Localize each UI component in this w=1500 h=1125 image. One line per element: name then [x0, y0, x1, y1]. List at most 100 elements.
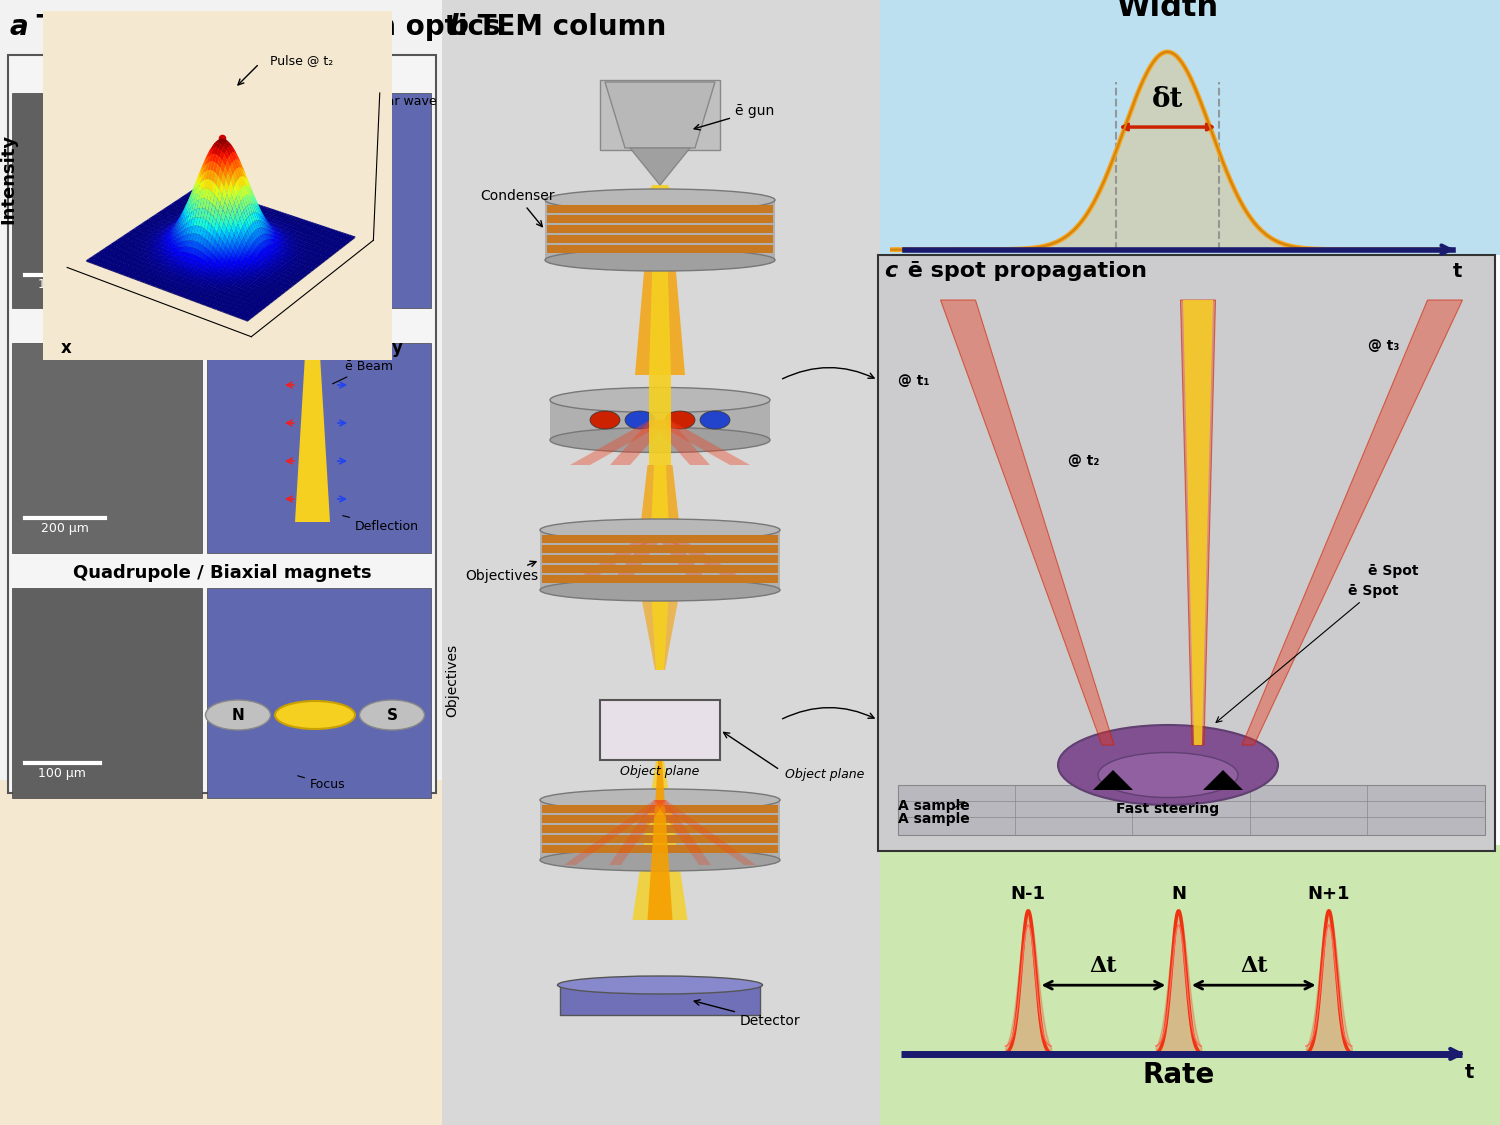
Bar [540, 530, 780, 590]
Polygon shape [650, 420, 710, 465]
Text: Condenser: Condenser [480, 189, 555, 226]
Text: Rate: Rate [1143, 1061, 1215, 1089]
Polygon shape [604, 82, 715, 148]
Polygon shape [1203, 770, 1243, 790]
Bar [542, 835, 778, 843]
Polygon shape [645, 184, 675, 200]
Polygon shape [609, 800, 666, 865]
Polygon shape [1180, 300, 1215, 745]
Text: N+1: N+1 [1308, 885, 1350, 903]
Bar [540, 800, 780, 860]
Text: Δt: Δt [1240, 955, 1268, 978]
Bar [550, 400, 770, 440]
Bar [12, 588, 202, 798]
Ellipse shape [626, 411, 656, 429]
Text: @ t₁: @ t₁ [898, 374, 930, 388]
Text: Detector: Detector [694, 1000, 801, 1028]
Polygon shape [552, 530, 668, 595]
Polygon shape [296, 356, 330, 522]
Bar [207, 93, 430, 308]
Text: t: t [1466, 1062, 1474, 1081]
Text: ē gun: ē gun [694, 104, 774, 129]
Polygon shape [630, 148, 690, 184]
Bar [207, 343, 430, 554]
Text: Intensity: Intensity [0, 134, 18, 224]
Ellipse shape [1058, 724, 1278, 806]
Ellipse shape [360, 700, 424, 730]
Polygon shape [652, 530, 768, 595]
Polygon shape [1094, 770, 1132, 790]
Ellipse shape [540, 849, 780, 871]
Text: Objectives: Objectives [446, 644, 459, 717]
Polygon shape [633, 760, 687, 920]
Text: @ t₃: @ t₃ [1368, 339, 1400, 353]
Polygon shape [650, 375, 670, 465]
Text: Deflection: Deflection [342, 515, 418, 533]
Ellipse shape [558, 976, 762, 994]
Bar [12, 343, 202, 554]
Ellipse shape [540, 519, 780, 541]
Polygon shape [650, 420, 750, 465]
Polygon shape [634, 260, 686, 375]
Text: @ t₂: @ t₂ [1068, 455, 1100, 468]
Bar [600, 80, 720, 150]
Text: ē spot propagation: ē spot propagation [900, 261, 1148, 281]
Text: S: S [387, 708, 398, 722]
Bar [548, 215, 772, 223]
Bar [542, 814, 778, 824]
Bar [0, 0, 442, 1125]
Ellipse shape [206, 700, 270, 730]
Ellipse shape [664, 411, 694, 429]
Text: A sample: A sample [898, 799, 969, 813]
Bar [0, 795, 442, 1125]
Bar [8, 55, 436, 793]
Polygon shape [602, 530, 668, 595]
Text: Objectives: Objectives [465, 561, 538, 583]
Text: ē Spot: ē Spot [1368, 564, 1419, 578]
Text: Fast steering: Fast steering [1116, 802, 1220, 816]
Text: 100 μm: 100 μm [38, 767, 86, 780]
Text: Object plane: Object plane [784, 768, 864, 781]
Polygon shape [1242, 300, 1462, 745]
Bar [542, 806, 778, 813]
Text: y: y [392, 339, 402, 357]
Text: 100 μm: 100 μm [38, 278, 86, 291]
Text: Vortex: Vortex [318, 236, 370, 258]
Ellipse shape [550, 428, 770, 452]
Bar [600, 700, 720, 760]
Bar [544, 200, 776, 260]
Bar [560, 986, 760, 1015]
Bar [542, 536, 778, 543]
Bar [548, 245, 772, 253]
Polygon shape [640, 590, 680, 670]
Ellipse shape [700, 411, 730, 429]
Text: Δt: Δt [1089, 955, 1118, 978]
Bar [542, 565, 778, 573]
Ellipse shape [296, 166, 384, 204]
Bar [440, 0, 880, 1125]
Polygon shape [651, 590, 669, 670]
Polygon shape [654, 800, 756, 865]
Bar [542, 544, 778, 554]
Ellipse shape [540, 789, 780, 811]
Polygon shape [570, 420, 670, 465]
Polygon shape [898, 785, 1485, 835]
Bar [542, 555, 778, 562]
Text: N-1: N-1 [1011, 885, 1046, 903]
Ellipse shape [590, 411, 620, 429]
Text: x: x [60, 339, 72, 357]
Ellipse shape [544, 249, 776, 271]
Ellipse shape [540, 579, 780, 601]
Polygon shape [564, 800, 666, 865]
Polygon shape [1184, 300, 1214, 745]
Text: Pulse @ t₂: Pulse @ t₂ [270, 54, 333, 66]
Polygon shape [654, 800, 711, 865]
Bar [878, 845, 1500, 1125]
Bar [0, 780, 442, 1125]
Polygon shape [648, 760, 672, 920]
Text: TEM column: TEM column [468, 14, 666, 40]
Text: Dipole / Uniaxial magnets: Dipole / Uniaxial magnets [93, 319, 351, 337]
Text: Planar wave: Planar wave [360, 94, 436, 124]
Bar [207, 588, 430, 798]
Text: t: t [1454, 261, 1462, 280]
